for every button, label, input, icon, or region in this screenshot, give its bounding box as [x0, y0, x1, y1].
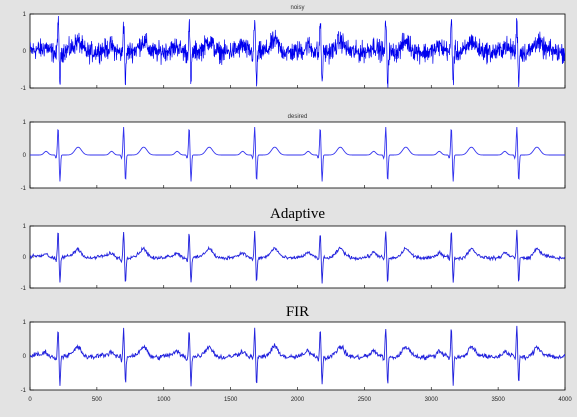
- x-tick-label: 2000: [291, 397, 305, 403]
- panel-1: noisy 1 0 -1: [21, 5, 566, 92]
- y-tick-label: -1: [21, 186, 27, 192]
- y-tick-label: -1: [21, 286, 27, 292]
- y-tick-label: 1: [23, 120, 27, 126]
- y-tick-label: -1: [21, 86, 27, 92]
- chart-title: noisy: [290, 5, 304, 11]
- series-line: [30, 127, 565, 182]
- y-tick-label: 1: [23, 224, 27, 230]
- panel-3: Adaptive 1 0 -1: [21, 206, 566, 292]
- y-tick-label: 0: [23, 255, 27, 261]
- x-tick-label: 1000: [157, 397, 171, 403]
- x-tick-label: 2500: [358, 397, 372, 403]
- chart-title: desired: [288, 114, 308, 120]
- y-tick-label: 1: [23, 320, 27, 326]
- x-tick-label: 0: [28, 397, 32, 403]
- y-tick-label: 0: [23, 153, 27, 159]
- chart-title: Adaptive: [270, 206, 325, 222]
- chart-title: FIR: [286, 304, 309, 320]
- y-tick-label: 0: [23, 49, 27, 55]
- x-tick-label: 3000: [425, 397, 439, 403]
- x-tick-label: 500: [92, 397, 103, 403]
- y-tick-label: 1: [23, 12, 27, 18]
- y-tick-label: -1: [21, 388, 27, 394]
- x-tick-label: 1500: [224, 397, 238, 403]
- y-tick-label: 0: [23, 354, 27, 360]
- series-line: [30, 325, 565, 387]
- series-line: [30, 15, 565, 88]
- x-tick-label: 3500: [491, 397, 505, 403]
- series-line: [30, 229, 565, 284]
- panel-2: desired 1 0 -1: [21, 114, 566, 192]
- plot-area: [29, 321, 566, 391]
- x-tick-label: 4000: [558, 397, 572, 403]
